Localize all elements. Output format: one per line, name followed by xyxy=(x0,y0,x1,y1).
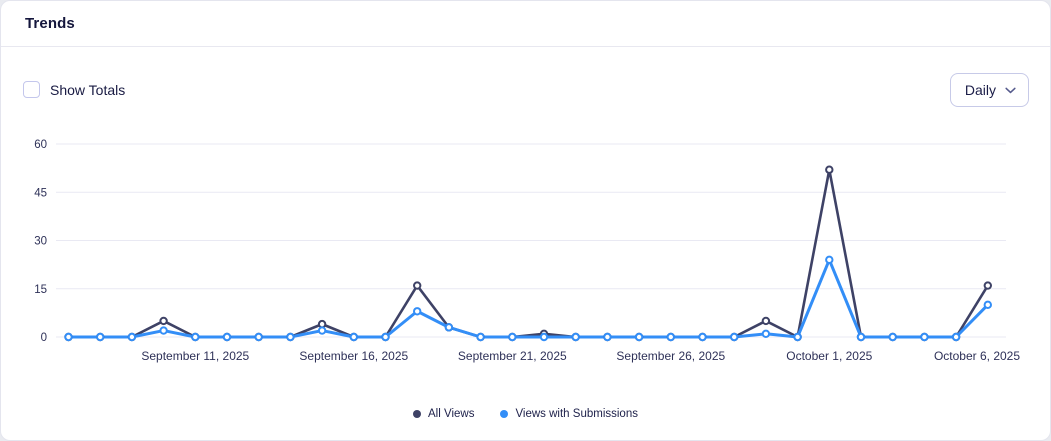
data-point-all-views[interactable] xyxy=(825,165,834,174)
y-axis-label: 45 xyxy=(34,187,47,199)
data-point-views-with-submissions[interactable] xyxy=(793,332,802,342)
data-point-views-with-submissions[interactable] xyxy=(222,332,232,342)
legend: All Views Views with Submissions xyxy=(1,403,1050,425)
y-axis-label: 30 xyxy=(34,236,47,248)
data-point-views-with-submissions[interactable] xyxy=(983,300,992,310)
y-axis-label: 15 xyxy=(34,284,47,296)
data-point-views-with-submissions[interactable] xyxy=(825,255,834,265)
page-title: Trends xyxy=(25,15,75,32)
x-axis-label: September 16, 2025 xyxy=(299,349,408,363)
data-point-views-with-submissions[interactable] xyxy=(634,332,644,342)
card-header: Trends xyxy=(1,1,1050,47)
data-point-views-with-submissions[interactable] xyxy=(286,332,295,342)
data-point-views-with-submissions[interactable] xyxy=(698,332,707,342)
controls-row: Show Totals Daily xyxy=(23,73,1029,107)
data-point-views-with-submissions[interactable] xyxy=(571,332,580,342)
x-axis-label: September 11, 2025 xyxy=(141,349,249,363)
data-point-views-with-submissions[interactable] xyxy=(951,332,961,342)
data-point-views-with-submissions[interactable] xyxy=(254,332,263,342)
data-point-views-with-submissions[interactable] xyxy=(476,332,485,342)
data-point-views-with-submissions[interactable] xyxy=(761,329,771,338)
interval-select-value: Daily xyxy=(964,82,996,98)
series-line-views-with-submissions xyxy=(67,258,990,339)
legend-dot-icon xyxy=(500,410,509,418)
trends-chart-svg: 0 15 30 45 60 September 11, 2025 September 16,… xyxy=(34,139,1020,363)
interval-select[interactable]: Daily xyxy=(949,73,1029,107)
x-axis-label: October 6, 2025 xyxy=(934,349,1020,363)
show-totals-control[interactable]: Show Totals xyxy=(23,81,125,98)
x-axis-label: September 26, 2025 xyxy=(616,349,725,363)
data-point-views-with-submissions[interactable] xyxy=(381,332,390,342)
data-point-views-with-submissions[interactable] xyxy=(603,332,612,342)
show-totals-checkbox[interactable] xyxy=(23,81,40,98)
data-point-views-with-submissions[interactable] xyxy=(539,332,549,342)
data-point-views-with-submissions[interactable] xyxy=(127,332,137,342)
data-point-views-with-submissions[interactable] xyxy=(888,332,897,342)
data-point-all-views[interactable] xyxy=(983,281,992,290)
legend-label: All Views xyxy=(428,408,475,420)
legend-dot-icon xyxy=(413,410,422,418)
data-point-all-views[interactable] xyxy=(413,281,422,290)
trends-chart: 0 15 30 45 60 September 11, 2025 September 16,… xyxy=(1,121,1050,381)
legend-label: Views with Submissions xyxy=(515,408,638,420)
y-axis-label: 60 xyxy=(34,139,47,151)
data-point-views-with-submissions[interactable] xyxy=(159,326,168,335)
data-point-all-views[interactable] xyxy=(761,316,771,326)
data-point-views-with-submissions[interactable] xyxy=(64,332,73,342)
data-point-views-with-submissions[interactable] xyxy=(349,332,358,342)
chevron-down-icon xyxy=(1005,87,1016,93)
data-point-views-with-submissions[interactable] xyxy=(96,332,105,342)
data-point-views-with-submissions[interactable] xyxy=(413,307,422,316)
legend-item[interactable]: Views with Submissions xyxy=(500,408,638,420)
data-point-all-views[interactable] xyxy=(159,316,168,326)
x-axis-label: September 21, 2025 xyxy=(458,349,567,363)
data-point-views-with-submissions[interactable] xyxy=(444,323,454,332)
x-axis-label: October 1, 2025 xyxy=(786,349,872,363)
data-point-views-with-submissions[interactable] xyxy=(508,332,517,342)
data-point-views-with-submissions[interactable] xyxy=(920,332,929,342)
data-point-views-with-submissions[interactable] xyxy=(730,332,739,342)
data-point-views-with-submissions[interactable] xyxy=(317,326,327,335)
data-point-views-with-submissions[interactable] xyxy=(666,332,675,342)
legend-item[interactable]: All Views xyxy=(413,408,474,420)
show-totals-label: Show Totals xyxy=(50,81,126,98)
data-point-views-with-submissions[interactable] xyxy=(856,332,866,342)
data-point-views-with-submissions[interactable] xyxy=(191,332,200,342)
y-axis-label: 0 xyxy=(41,332,47,344)
